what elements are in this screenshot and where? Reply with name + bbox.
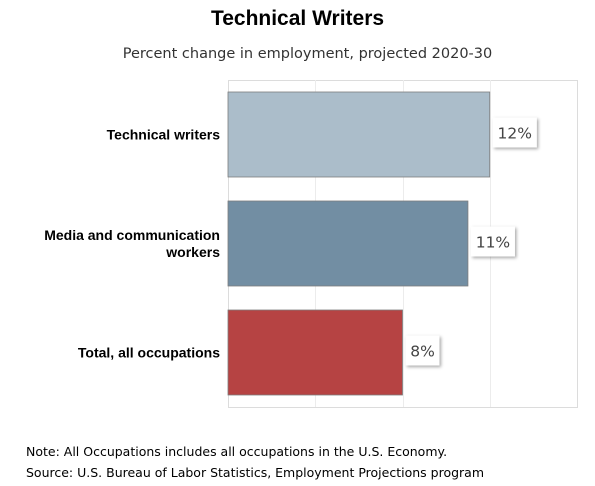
chart-title: Technical Writers — [210, 7, 385, 30]
category-label-1: Media and communication workers — [44, 227, 220, 260]
footer-note: Note: All Occupations includes all occup… — [26, 444, 448, 459]
bar-chart: Technical writers 12% Media and communicat… — [44, 80, 578, 408]
value-label-1: 11% — [476, 234, 510, 252]
value-label-box-1 — [470, 226, 515, 257]
bar-1 — [227, 200, 469, 287]
bar-2 — [227, 309, 403, 396]
value-label-box-0 — [492, 117, 537, 148]
category-label-2: Total, all occupations — [78, 345, 220, 361]
category-label-0: Technical writers — [107, 127, 221, 143]
value-label-0: 12% — [498, 125, 532, 143]
bar-0 — [227, 91, 491, 178]
footer-source: Source: U.S. Bureau of Labor Statistics,… — [26, 465, 485, 480]
value-label-2: 8% — [410, 343, 435, 361]
chart-subtitle: Percent change in employment, projected … — [122, 46, 493, 62]
value-label-box-2 — [405, 335, 440, 366]
